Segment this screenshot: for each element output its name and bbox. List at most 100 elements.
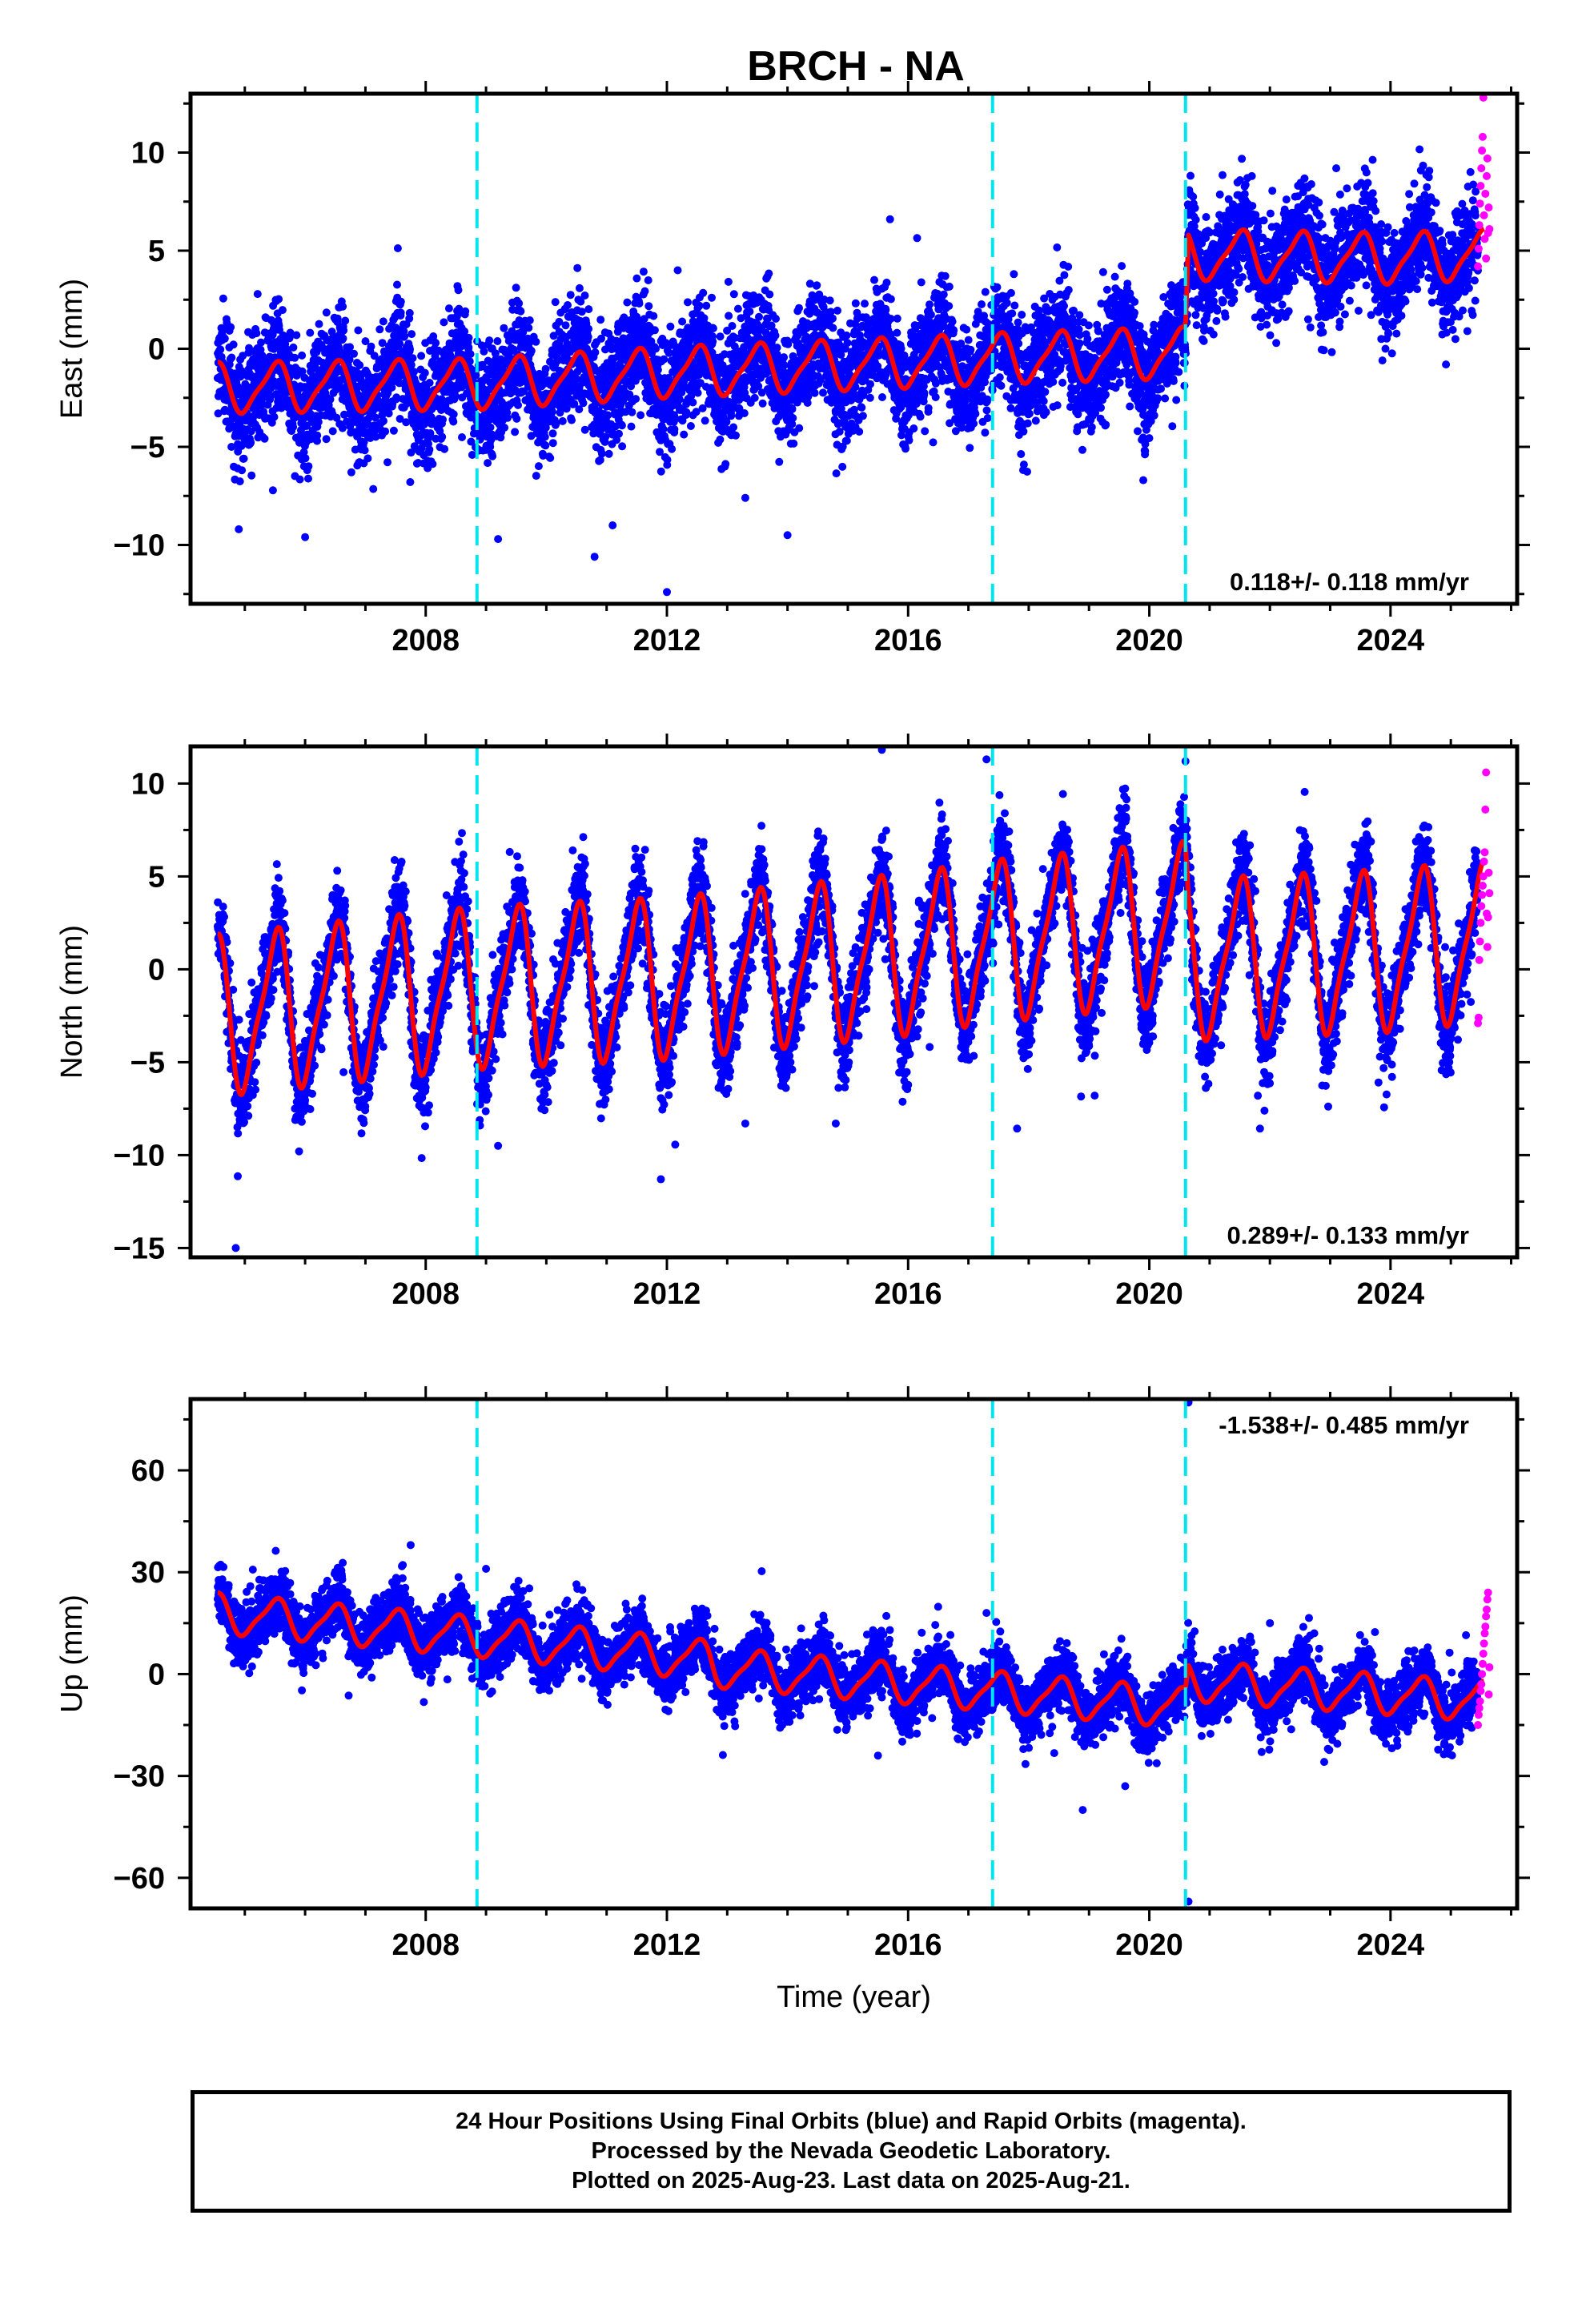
data-point (636, 411, 645, 420)
data-point (650, 326, 659, 335)
data-point (635, 300, 644, 308)
data-point (772, 315, 780, 323)
data-point (464, 333, 473, 342)
data-point (410, 368, 418, 376)
data-point (978, 300, 986, 308)
data-point (1018, 311, 1026, 319)
data-point (1039, 396, 1048, 405)
data-point (527, 347, 536, 355)
data-point (322, 435, 331, 444)
data-point (765, 269, 773, 278)
data-point (882, 278, 891, 287)
data-point (627, 422, 636, 431)
data-point (659, 424, 668, 433)
data-point (780, 353, 789, 362)
data-point (813, 281, 821, 290)
data-point (693, 388, 702, 397)
data-point (866, 380, 874, 388)
data-point (673, 266, 682, 275)
data-point (981, 287, 990, 296)
data-point (378, 339, 387, 348)
data-point (1010, 301, 1019, 310)
data-point (432, 339, 440, 348)
data-point (354, 391, 363, 400)
data-point (733, 304, 742, 313)
data-point (406, 345, 414, 354)
data-point (359, 438, 368, 447)
data-point (393, 280, 401, 289)
data-point (339, 302, 347, 311)
data-point (916, 412, 925, 421)
data-point (924, 404, 933, 412)
data-point (275, 295, 283, 304)
data-point (926, 300, 934, 309)
data-point (604, 411, 612, 420)
data-point (381, 427, 390, 436)
data-point (541, 364, 550, 373)
data-point (301, 454, 310, 463)
data-point (238, 367, 247, 376)
data-point (709, 324, 717, 332)
chart-title: BRCH - NA (747, 43, 965, 90)
data-point (511, 428, 520, 436)
data-point (472, 371, 480, 380)
data-point (775, 457, 784, 466)
data-point (597, 449, 606, 458)
data-point (389, 426, 398, 435)
data-point (670, 425, 679, 433)
data-point (408, 330, 416, 339)
data-point (515, 299, 524, 308)
data-point (350, 349, 358, 358)
data-point (966, 444, 974, 452)
data-point (632, 395, 640, 404)
data-point (227, 443, 236, 451)
data-point (997, 381, 1006, 390)
data-point (514, 400, 522, 409)
data-point (440, 444, 449, 453)
data-point (1014, 340, 1023, 348)
data-point (299, 448, 308, 456)
data-point (1019, 460, 1028, 469)
data-point (970, 419, 978, 428)
data-point (564, 301, 572, 309)
data-point (686, 422, 695, 430)
data-point (449, 417, 458, 426)
data-point (842, 436, 851, 445)
data-point (393, 244, 402, 252)
data-point (367, 342, 375, 351)
data-point (298, 367, 307, 376)
data-point (981, 428, 990, 437)
data-point (304, 474, 312, 483)
data-point (313, 431, 322, 440)
data-point (239, 454, 248, 463)
data-point (851, 299, 860, 308)
data-point (289, 423, 298, 432)
data-point (438, 432, 447, 441)
data-point (663, 456, 672, 464)
data-point (484, 459, 492, 468)
data-point (950, 326, 958, 335)
final-orbits-points (213, 145, 1482, 597)
data-point (384, 409, 393, 418)
data-point (347, 468, 355, 476)
data-point (833, 306, 841, 315)
data-point (346, 343, 354, 352)
data-point (596, 316, 605, 324)
data-point (371, 413, 379, 422)
data-point (493, 337, 502, 345)
data-point (865, 393, 874, 402)
data-point (464, 343, 473, 352)
data-point (304, 462, 313, 471)
data-point (1010, 270, 1018, 279)
data-point (966, 345, 975, 354)
data-point (338, 424, 347, 432)
data-point (843, 339, 852, 348)
data-point (1006, 288, 1015, 297)
data-point (515, 316, 524, 324)
data-point (926, 310, 935, 319)
data-point (396, 297, 405, 306)
data-point (678, 317, 687, 326)
data-point (363, 420, 372, 428)
data-point (440, 318, 448, 327)
data-point (893, 314, 901, 323)
